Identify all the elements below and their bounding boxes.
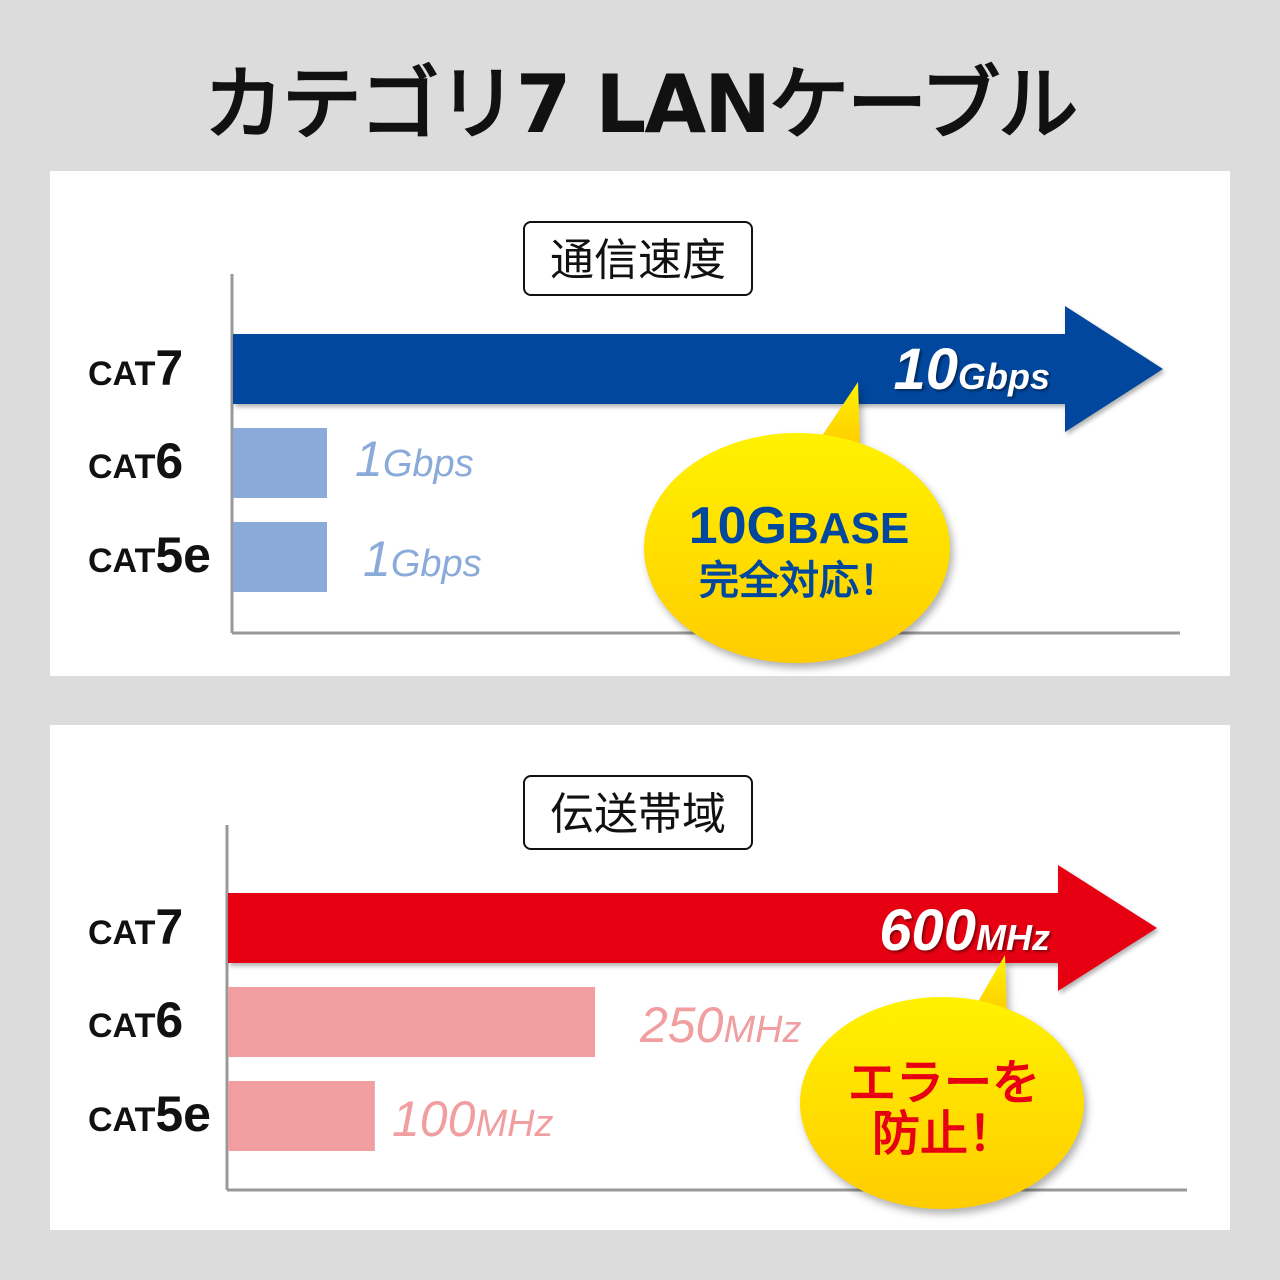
bar-arrow-cat7 [233,306,1163,432]
bar-cat6 [228,987,596,1057]
data-label: 10Gbps [893,337,1050,402]
data-label: 1Gbps [363,531,482,587]
data-label: 600MHz [879,898,1050,963]
category-label-cat6: CAT6 [88,433,183,489]
speed-chart: 通信速度 CAT7 10Gbps CAT6 1Gbps CAT5e 1Gbps 10GBASE… [88,221,1180,663]
callout-bubble [644,382,950,663]
callout-text-line: 完全対応！ [699,558,899,603]
category-label-cat7: CAT7 [88,899,183,955]
chart-panel-bandwidth: 伝送帯域 CAT7 600MHz CAT6 250MHz CAT5e 100MHz エラーを防… [50,725,1230,1230]
callout-text-line: 防止！ [872,1108,1016,1161]
chart-title-box [523,775,753,850]
category-label-cat5e: CAT5e [88,1086,211,1142]
bar-cat5e [233,522,327,592]
callout-text-line: エラーを [848,1057,1040,1110]
bar-cat6 [233,428,327,498]
chart-title-box [523,221,753,296]
data-label: 1Gbps [355,431,474,487]
chart-title: 伝送帯域 [550,790,726,839]
bar-arrow-cat7 [228,865,1157,991]
bar-cat5e [228,1081,375,1151]
callout-text-line: 10GBASE [689,497,910,555]
bandwidth-chart: 伝送帯域 CAT7 600MHz CAT6 250MHz CAT5e 100MHz エラーを防… [88,775,1187,1209]
data-label: 100MHz [392,1091,554,1147]
data-label: 250MHz [639,997,802,1053]
category-label-cat5e: CAT5e [88,527,211,583]
callout-tail [975,955,1007,1015]
category-label-cat6: CAT6 [88,992,183,1048]
callout-tail [822,382,860,446]
callout-ellipse [644,433,950,663]
callout-bubble [800,955,1084,1209]
category-label-cat7: CAT7 [88,340,183,396]
page-title: カテゴリ7 LANケーブル [203,58,1079,151]
callout-ellipse [800,997,1084,1209]
chart-panel-speed: 通信速度 CAT7 10Gbps CAT6 1Gbps CAT5e 1Gbps 10GBASE… [50,171,1230,676]
chart-title: 通信速度 [550,236,726,285]
